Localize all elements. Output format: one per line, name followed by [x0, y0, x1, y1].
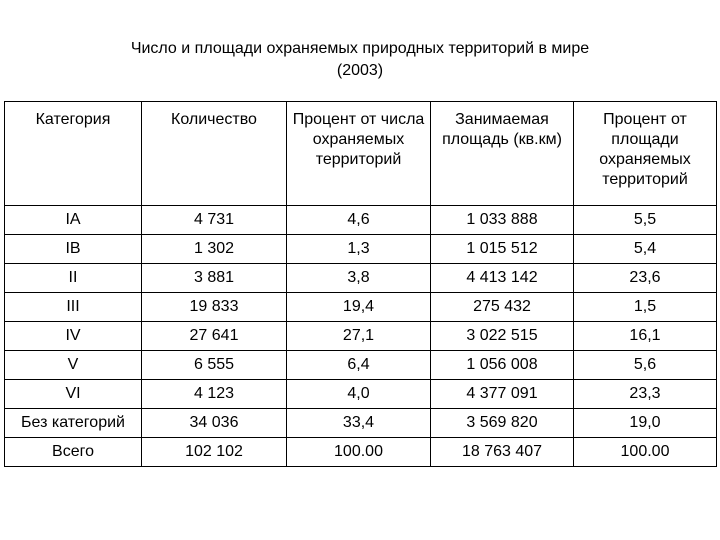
- title-line-1: Число и площади охраняемых природных тер…: [130, 40, 590, 57]
- cell-count: 1 302: [141, 234, 287, 264]
- header-row: Категория Количество Процент от числа ох…: [4, 101, 717, 206]
- cell-category: IA: [4, 205, 142, 235]
- title-line-2: (2003): [336, 62, 384, 79]
- header-area-percent: Процент от площади охраняемых территорий: [573, 101, 717, 206]
- cell-count-percent: 3,8: [286, 263, 431, 293]
- cell-area-percent: 1,5: [573, 292, 717, 322]
- header-count: Количество: [141, 101, 287, 206]
- cell-category: VI: [4, 379, 142, 409]
- cell-count-percent: 100.00: [286, 437, 431, 467]
- table-row: VI 4 123 4,0 4 377 091 23,3: [4, 379, 717, 409]
- table-body: IA 4 731 4,6 1 033 888 5,5 IB 1 302 1,3 1 015 51…: [4, 205, 717, 467]
- cell-count: 102 102: [141, 437, 287, 467]
- cell-area: 4 377 091: [430, 379, 574, 409]
- header-count-percent: Процент от числа охраняемых территорий: [286, 101, 431, 206]
- cell-area: 4 413 142: [430, 263, 574, 293]
- header-area: Занимаемая площадь (кв.км): [430, 101, 574, 206]
- cell-area-percent: 5,4: [573, 234, 717, 264]
- cell-count: 34 036: [141, 408, 287, 438]
- cell-count-percent: 27,1: [286, 321, 431, 351]
- cell-category: Всего: [4, 437, 142, 467]
- cell-area-percent: 5,5: [573, 205, 717, 235]
- table-row: IA 4 731 4,6 1 033 888 5,5: [4, 205, 717, 235]
- table-row: Всего 102 102 100.00 18 763 407 100.00: [4, 437, 717, 467]
- cell-category: V: [4, 350, 142, 380]
- cell-count-percent: 19,4: [286, 292, 431, 322]
- cell-count: 4 123: [141, 379, 287, 409]
- cell-count-percent: 1,3: [286, 234, 431, 264]
- cell-category: Без категорий: [4, 408, 142, 438]
- cell-area: 3 022 515: [430, 321, 574, 351]
- cell-count-percent: 33,4: [286, 408, 431, 438]
- cell-count-percent: 6,4: [286, 350, 431, 380]
- cell-count: 6 555: [141, 350, 287, 380]
- page-title: Число и площади охраняемых природных тер…: [0, 38, 720, 82]
- cell-area-percent: 23,6: [573, 263, 717, 293]
- cell-area: 1 033 888: [430, 205, 574, 235]
- cell-area-percent: 100.00: [573, 437, 717, 467]
- cell-area: 275 432: [430, 292, 574, 322]
- cell-area: 3 569 820: [430, 408, 574, 438]
- cell-area: 1 056 008: [430, 350, 574, 380]
- cell-area-percent: 5,6: [573, 350, 717, 380]
- table-row: IV 27 641 27,1 3 022 515 16,1: [4, 321, 717, 351]
- cell-area-percent: 16,1: [573, 321, 717, 351]
- cell-count: 19 833: [141, 292, 287, 322]
- cell-count: 3 881: [141, 263, 287, 293]
- table-row: III 19 833 19,4 275 432 1,5: [4, 292, 717, 322]
- table-row: Без категорий 34 036 33,4 3 569 820 19,0: [4, 408, 717, 438]
- table-row: II 3 881 3,8 4 413 142 23,6: [4, 263, 717, 293]
- cell-category: III: [4, 292, 142, 322]
- cell-count: 27 641: [141, 321, 287, 351]
- cell-count-percent: 4,6: [286, 205, 431, 235]
- cell-category: II: [4, 263, 142, 293]
- cell-area: 1 015 512: [430, 234, 574, 264]
- protected-areas-table: Категория Количество Процент от числа ох…: [4, 101, 717, 467]
- header-category: Категория: [4, 101, 142, 206]
- cell-count: 4 731: [141, 205, 287, 235]
- cell-area: 18 763 407: [430, 437, 574, 467]
- cell-area-percent: 23,3: [573, 379, 717, 409]
- cell-area-percent: 19,0: [573, 408, 717, 438]
- table-row: IB 1 302 1,3 1 015 512 5,4: [4, 234, 717, 264]
- cell-category: IB: [4, 234, 142, 264]
- cell-count-percent: 4,0: [286, 379, 431, 409]
- cell-category: IV: [4, 321, 142, 351]
